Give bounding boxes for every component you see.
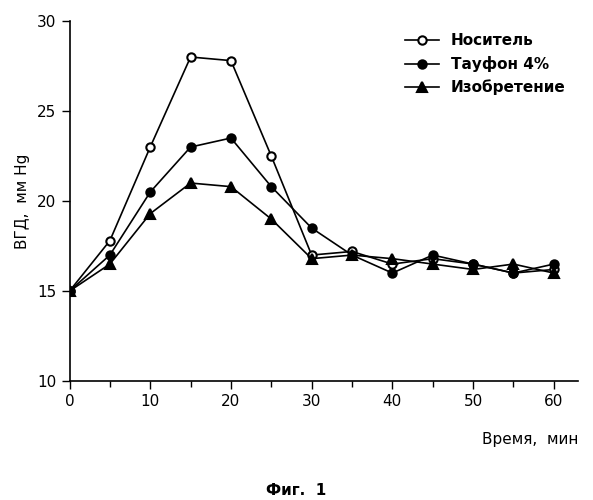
Text: Фиг.  1: Фиг. 1 — [266, 483, 327, 498]
Text: Время,  мин: Время, мин — [482, 432, 578, 446]
Legend: Носитель, Тауфон 4%, Изобретение: Носитель, Тауфон 4%, Изобретение — [401, 28, 570, 100]
Y-axis label: ВГД,  мм Hg: ВГД, мм Hg — [15, 154, 30, 248]
